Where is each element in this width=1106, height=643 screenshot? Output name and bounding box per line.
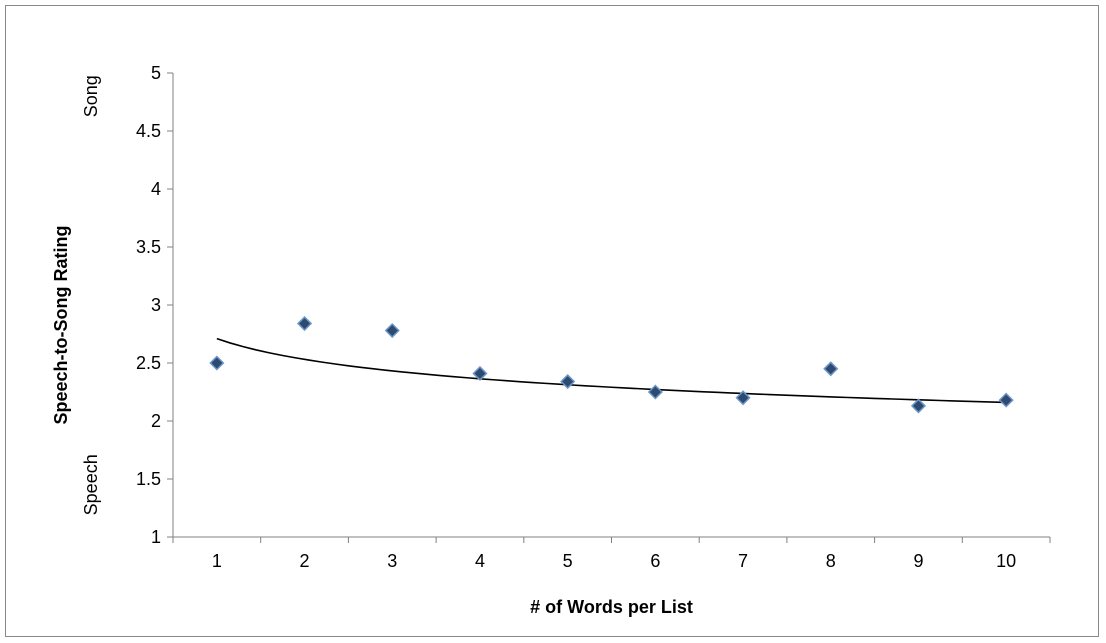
x-axis-title: # of Words per List bbox=[530, 597, 693, 617]
x-tick-label: 9 bbox=[913, 551, 923, 571]
y-tick-label: 2 bbox=[151, 411, 161, 431]
y-tick-label: 5 bbox=[151, 63, 161, 83]
data-point bbox=[472, 365, 488, 382]
x-tick-label: 6 bbox=[650, 551, 660, 571]
x-tick-label: 7 bbox=[738, 551, 748, 571]
x-tick-label: 1 bbox=[212, 551, 222, 571]
x-tick-label: 2 bbox=[300, 551, 310, 571]
data-point bbox=[910, 398, 927, 414]
x-tick-label: 4 bbox=[475, 551, 485, 571]
data-point bbox=[823, 361, 839, 377]
data-point bbox=[384, 322, 400, 339]
x-tick-label: 5 bbox=[563, 551, 573, 571]
y-tick-label: 4.5 bbox=[136, 121, 161, 141]
axes: 1 1.5 2 2.5 3 3.5 4 4.5 5 1 2 3 4 5 6 7 8 9 10 bbox=[136, 63, 1051, 571]
data-point bbox=[209, 355, 225, 371]
data-point bbox=[647, 384, 663, 400]
chart-frame bbox=[5, 5, 1099, 637]
y-tick-label: 1.5 bbox=[136, 469, 161, 489]
data-point bbox=[296, 315, 313, 332]
y-tick-label: 4 bbox=[151, 179, 161, 199]
y-axis-title: Speech-to-Song Rating bbox=[51, 226, 71, 425]
y-tick-label: 3.5 bbox=[136, 237, 161, 257]
y-axis-song-label: Song bbox=[81, 75, 101, 117]
y-tick-label: 3 bbox=[151, 295, 161, 315]
axis-labels: # of Words per List Speech-to-Song Ratin… bbox=[51, 75, 693, 617]
data-point bbox=[560, 373, 576, 390]
data-point bbox=[998, 392, 1014, 408]
trendline bbox=[216, 337, 1007, 404]
y-axis-speech-label: Speech bbox=[81, 454, 101, 515]
x-tick-label: 8 bbox=[826, 551, 836, 571]
y-tick-label: 1 bbox=[151, 527, 161, 547]
y-tick-label: 2.5 bbox=[136, 353, 161, 373]
x-tick-label: 10 bbox=[996, 551, 1016, 571]
data-point bbox=[735, 390, 751, 406]
trendline-group bbox=[216, 337, 1007, 404]
data-points bbox=[209, 315, 1014, 414]
x-tick-label: 3 bbox=[387, 551, 397, 571]
